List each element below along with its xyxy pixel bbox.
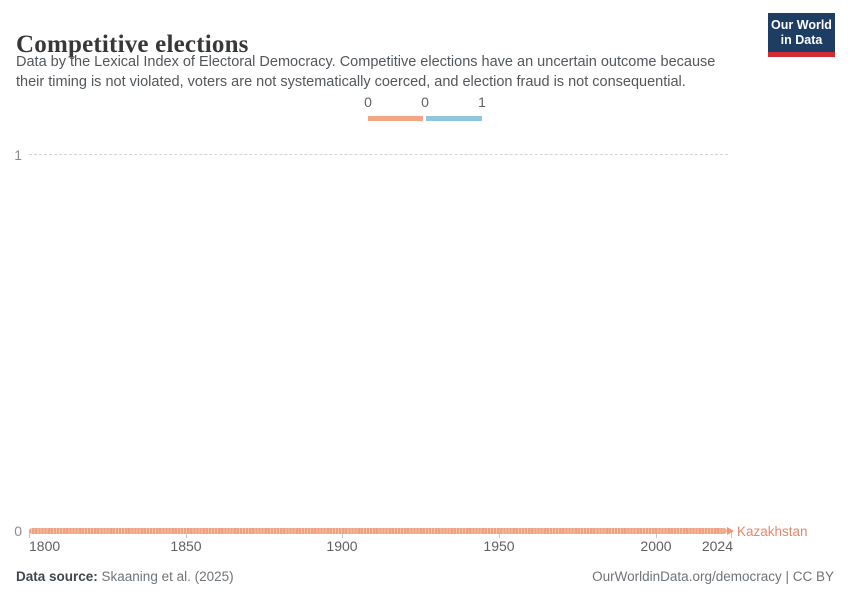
chart-subtitle-line2: their timing is not violated, voters are… — [16, 73, 686, 90]
x-tick-2000 — [656, 531, 657, 538]
legend-bin-blue[interactable] — [426, 116, 482, 121]
color-scale-legend-inner: 0 0 1 — [364, 94, 486, 124]
color-scale-legend: 0 0 1 — [0, 94, 850, 124]
data-source-value: Skaaning et al. (2025) — [97, 569, 234, 584]
legend-tick-1: 0 — [421, 94, 429, 110]
series-label-kazakhstan[interactable]: Kazakhstan — [737, 524, 808, 539]
x-axis-label-2024: 2024 — [701, 538, 733, 554]
series-line-kazakhstan[interactable] — [29, 526, 734, 535]
x-tick-1900 — [342, 531, 343, 538]
license-link[interactable]: OurWorldinData.org/democracy | CC BY — [592, 569, 834, 584]
x-axis-label-1850: 1850 — [170, 538, 202, 554]
page-title: Competitive elections — [16, 30, 249, 58]
owid-logo-line2: in Data — [780, 33, 823, 47]
data-source: Data source: Skaaning et al. (2025) — [16, 569, 234, 584]
x-axis-label-2000: 2000 — [640, 538, 672, 554]
x-tick-1800 — [29, 531, 30, 538]
x-axis-label-1800: 1800 — [29, 538, 61, 554]
gridline-y1 — [29, 154, 728, 155]
legend-tick-2: 1 — [478, 94, 486, 110]
series-line-arrow-icon — [727, 526, 734, 535]
x-tick-1850 — [186, 531, 187, 538]
x-axis-label-1900: 1900 — [326, 538, 358, 554]
legend-bin-orange[interactable] — [368, 116, 423, 121]
legend-tick-0: 0 — [364, 94, 372, 110]
data-source-label: Data source: — [16, 569, 98, 584]
y-axis-label-0: 0 — [14, 523, 22, 539]
x-tick-1950 — [499, 531, 500, 538]
x-tick-2024 — [731, 531, 732, 538]
y-axis-label-1: 1 — [14, 147, 22, 163]
x-axis-label-1950: 1950 — [483, 538, 515, 554]
chart-subtitle: Data by the Lexical Index of Electoral D… — [16, 53, 756, 92]
chart-subtitle-line1: Data by the Lexical Index of Electoral D… — [16, 54, 716, 70]
owid-logo[interactable]: Our World in Data — [768, 13, 835, 57]
owid-logo-line1: Our World — [771, 18, 832, 32]
